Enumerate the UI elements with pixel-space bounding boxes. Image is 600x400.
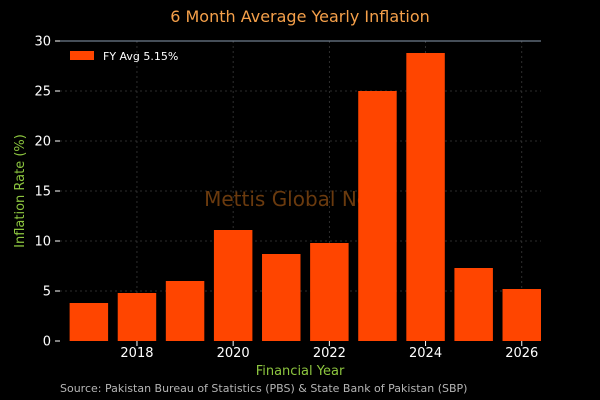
bar xyxy=(69,303,109,341)
y-tick-label: 30 xyxy=(34,35,51,50)
y-axis-label: Inflation Rate (%) xyxy=(13,134,28,248)
legend-swatch xyxy=(70,51,94,60)
bar xyxy=(406,53,445,341)
bars xyxy=(69,53,541,341)
y-tick-label: 20 xyxy=(34,135,51,150)
y-tick-label: 25 xyxy=(34,85,51,100)
bar xyxy=(262,254,301,341)
bar xyxy=(310,243,349,341)
x-tick-label: 2018 xyxy=(120,346,153,361)
bar xyxy=(213,230,253,341)
bar xyxy=(502,289,541,341)
y-tick-label: 15 xyxy=(34,185,51,200)
bar xyxy=(165,281,205,341)
x-axis-ticks: 2018 2020 2022 2024 2026 xyxy=(120,341,538,361)
legend-label: FY Avg 5.15% xyxy=(103,50,178,63)
y-tick-label: 5 xyxy=(43,285,51,300)
x-tick-label: 2024 xyxy=(409,346,442,361)
x-tick-label: 2026 xyxy=(505,346,538,361)
y-tick-label: 0 xyxy=(43,335,51,350)
x-tick-label: 2022 xyxy=(313,346,346,361)
y-tick-label: 10 xyxy=(34,235,51,250)
x-axis-label: Financial Year xyxy=(256,364,345,379)
y-axis-ticks: 0 5 10 15 20 25 30 xyxy=(34,35,60,350)
chart-title: 6 Month Average Yearly Inflation xyxy=(170,7,430,26)
bar xyxy=(358,91,397,341)
source-note: Source: Pakistan Bureau of Statistics (P… xyxy=(60,382,467,395)
x-tick-label: 2020 xyxy=(217,346,250,361)
bar xyxy=(454,268,493,341)
bar xyxy=(117,293,157,341)
legend: FY Avg 5.15% xyxy=(70,50,178,63)
